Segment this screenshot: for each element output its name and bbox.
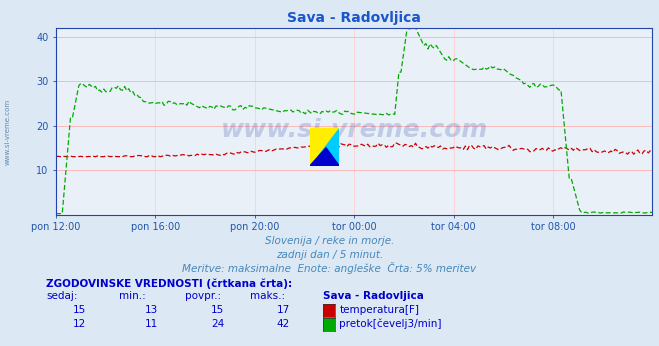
Text: Slovenija / reke in morje.: Slovenija / reke in morje. bbox=[265, 236, 394, 246]
Polygon shape bbox=[310, 148, 339, 166]
Text: povpr.:: povpr.: bbox=[185, 291, 221, 301]
Text: www.si-vreme.com: www.si-vreme.com bbox=[5, 98, 11, 165]
Text: 11: 11 bbox=[145, 319, 158, 329]
Title: Sava - Radovljica: Sava - Radovljica bbox=[287, 11, 421, 25]
Text: www.si-vreme.com: www.si-vreme.com bbox=[221, 118, 488, 143]
Text: 24: 24 bbox=[211, 319, 224, 329]
Text: temperatura[F]: temperatura[F] bbox=[339, 305, 419, 315]
Text: 13: 13 bbox=[145, 305, 158, 315]
Text: 15: 15 bbox=[72, 305, 86, 315]
Text: 42: 42 bbox=[277, 319, 290, 329]
Text: pretok[čevelj3/min]: pretok[čevelj3/min] bbox=[339, 318, 442, 329]
Polygon shape bbox=[310, 128, 339, 166]
Text: Sava - Radovljica: Sava - Radovljica bbox=[323, 291, 424, 301]
Text: min.:: min.: bbox=[119, 291, 146, 301]
Text: zadnji dan / 5 minut.: zadnji dan / 5 minut. bbox=[276, 250, 383, 260]
Text: Meritve: maksimalne  Enote: angleške  Črta: 5% meritev: Meritve: maksimalne Enote: angleške Črta… bbox=[183, 262, 476, 274]
Text: maks.:: maks.: bbox=[250, 291, 285, 301]
Text: 15: 15 bbox=[211, 305, 224, 315]
Text: 12: 12 bbox=[72, 319, 86, 329]
Text: sedaj:: sedaj: bbox=[46, 291, 78, 301]
Text: 17: 17 bbox=[277, 305, 290, 315]
Polygon shape bbox=[310, 128, 339, 166]
Text: ZGODOVINSKE VREDNOSTI (črtkana črta):: ZGODOVINSKE VREDNOSTI (črtkana črta): bbox=[46, 279, 292, 289]
